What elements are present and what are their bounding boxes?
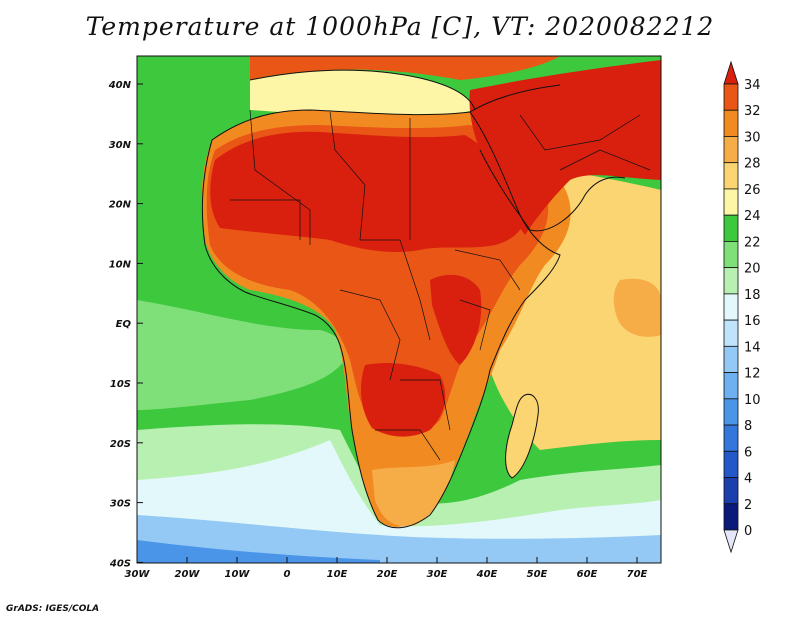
colorbar-swatch (723, 136, 739, 164)
map-frame (136, 55, 662, 564)
lon-tick-label: 20E (377, 569, 398, 580)
map-title: Temperature at 1000hPa [C], VT: 20200822… (85, 12, 715, 41)
colorbar-label: 18 (744, 288, 761, 303)
colorbar-label: 20 (744, 262, 761, 277)
lon-tick-label: 10E (327, 569, 348, 580)
colorbar-label: 28 (744, 157, 761, 172)
colorbar-swatch (723, 398, 739, 426)
colorbar-label: 24 (744, 209, 761, 224)
arabia-coast (469, 84, 626, 232)
colorbar-swatch (723, 162, 739, 190)
longitude-axis: 30W 20W 10W 0 10E 20E 30E 40E 50E 60E 70E (125, 557, 648, 580)
colorbar-label: 34 (744, 78, 761, 93)
colorbar-swatch (723, 83, 739, 111)
ocean-colder-band (137, 515, 661, 563)
colorbar-bottom-arrow (723, 529, 739, 554)
colorbar-label: 32 (744, 104, 761, 119)
colorbar-label: 8 (744, 419, 752, 434)
colorbar-label: 16 (744, 314, 761, 329)
europe-warm (250, 56, 560, 80)
colorbar-label: 12 (744, 367, 761, 382)
lat-tick-label: 20S (110, 439, 131, 450)
lon-tick-label: 30W (125, 569, 151, 580)
colorbar-swatch (723, 450, 739, 478)
colorbar-label: 14 (744, 340, 761, 355)
colorbar-label: 26 (744, 183, 761, 198)
colorbar-swatch (723, 241, 739, 269)
lat-tick-label: 40N (108, 80, 132, 91)
colorbar-label: 2 (744, 498, 752, 513)
colorbar-swatch (723, 109, 739, 137)
colorbar-swatch (723, 293, 739, 321)
ocean-indian-warmer (613, 278, 661, 337)
lat-tick-label: 40S (109, 558, 131, 569)
credit-text: GrADS: IGES/COLA (6, 604, 100, 614)
colorbar-swatch (723, 503, 739, 531)
colorbar-swatch (723, 267, 739, 295)
lat-tick-label: 20N (109, 200, 132, 211)
colorbar-label: 22 (744, 235, 761, 250)
colorbar-swatch (723, 424, 739, 452)
colorbar-swatch (723, 188, 739, 216)
colorbar-swatch (723, 345, 739, 373)
lat-tick-label: 10N (109, 259, 132, 270)
colorbar-swatch (723, 372, 739, 400)
ocean-coldest-band (137, 540, 380, 563)
lon-tick-label: 70E (627, 569, 648, 580)
mediterranean-sea (250, 70, 475, 119)
lon-tick-label: 30E (427, 569, 448, 580)
arabia-hot (469, 60, 661, 235)
madagascar-coast (505, 393, 539, 479)
east-africa-hot (430, 274, 482, 365)
colorbar-label: 10 (744, 393, 761, 408)
southern-africa-hot (360, 363, 446, 437)
colorbar-label: 30 (744, 130, 761, 145)
south-africa-cool (372, 460, 455, 527)
med-coast (249, 69, 476, 111)
lon-tick-label: 60E (577, 569, 598, 580)
colorbar-label: 6 (744, 445, 752, 460)
coastlines (201, 69, 626, 529)
latitude-axis: 40N 30N 20N 10N EQ 10S 20S 30S 40S (108, 80, 143, 569)
madagascar (505, 394, 539, 478)
colorbar-top-arrow (723, 60, 739, 85)
lat-tick-label: EQ (116, 319, 132, 330)
lon-tick-label: 10W (225, 569, 251, 580)
borders (230, 109, 651, 461)
lon-tick-label: 0 (284, 569, 291, 580)
africa-land-hot (210, 131, 526, 252)
ocean-tropical-atlantic (137, 300, 345, 410)
lon-tick-label: 20W (175, 569, 201, 580)
colorbar-swatch (723, 319, 739, 347)
colorbar-swatch (723, 477, 739, 505)
lat-tick-label: 10S (110, 379, 131, 390)
lat-tick-label: 30S (110, 499, 131, 510)
colorbar-label: 4 (744, 472, 752, 487)
map-plot-area (137, 56, 661, 563)
lon-tick-label: 50E (527, 569, 548, 580)
lon-tick-label: 40E (476, 569, 498, 580)
colorbar-label: 0 (744, 524, 752, 539)
lat-tick-label: 30N (109, 140, 132, 151)
colorbar-swatch (723, 214, 739, 242)
